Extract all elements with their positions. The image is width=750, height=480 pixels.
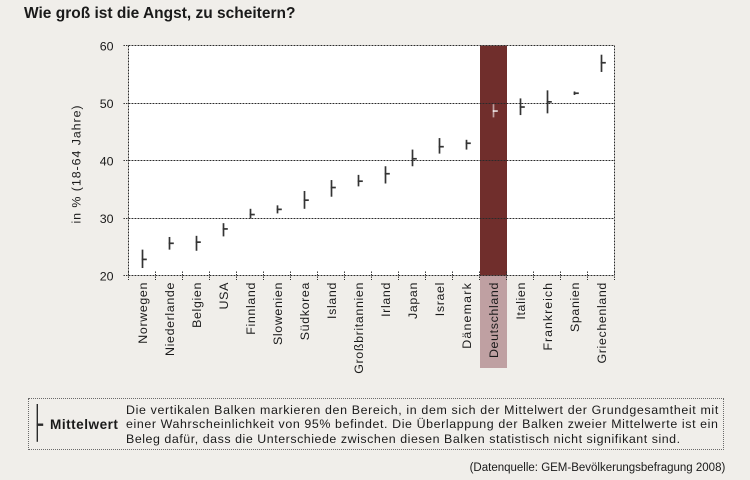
- svg-text:Frankreich: Frankreich: [541, 282, 555, 351]
- svg-text:Finnland: Finnland: [244, 282, 258, 335]
- svg-text:Belgien: Belgien: [190, 282, 204, 328]
- svg-text:Spanien: Spanien: [568, 282, 582, 332]
- svg-text:Großbritannien: Großbritannien: [352, 282, 366, 374]
- svg-text:Japan: Japan: [406, 282, 420, 319]
- svg-text:Italien: Italien: [514, 282, 528, 320]
- svg-text:Deutschland: Deutschland: [487, 282, 501, 358]
- svg-text:30: 30: [100, 212, 114, 226]
- svg-text:50: 50: [100, 97, 114, 111]
- svg-text:20: 20: [100, 270, 114, 284]
- svg-text:in % (18-64 Jahre): in % (18-64 Jahre): [70, 104, 84, 223]
- svg-text:Südkorea: Südkorea: [298, 282, 312, 340]
- svg-text:Dänemark: Dänemark: [460, 282, 474, 349]
- svg-text:USA: USA: [217, 282, 231, 310]
- svg-text:Niederlande: Niederlande: [163, 282, 177, 356]
- svg-text:Griechenland: Griechenland: [595, 282, 609, 364]
- svg-text:Israel: Israel: [433, 282, 447, 316]
- svg-text:40: 40: [100, 155, 114, 169]
- svg-text:Island: Island: [325, 282, 339, 319]
- svg-text:Slowenien: Slowenien: [271, 282, 285, 345]
- svg-text:Irland: Irland: [379, 282, 393, 317]
- svg-text:60: 60: [100, 40, 114, 54]
- svg-text:Norwegen: Norwegen: [136, 282, 150, 344]
